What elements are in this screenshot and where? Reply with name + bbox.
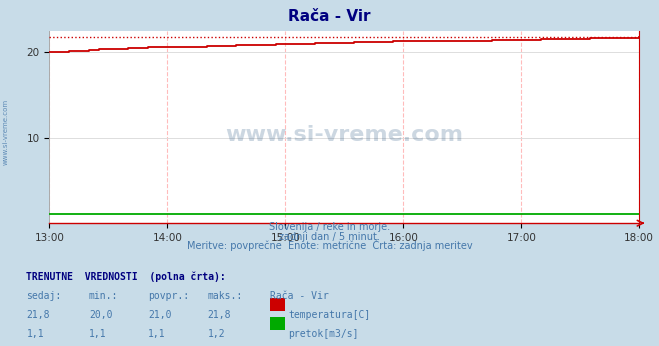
Text: www.si-vreme.com: www.si-vreme.com [2,98,9,165]
Text: 1,1: 1,1 [89,329,107,339]
Text: temperatura[C]: temperatura[C] [288,310,370,320]
Text: sedaj:: sedaj: [26,291,61,301]
Text: 21,0: 21,0 [148,310,172,320]
Text: Rača - Vir: Rača - Vir [288,9,371,24]
Text: zadnji dan / 5 minut.: zadnji dan / 5 minut. [279,232,380,242]
Text: povpr.:: povpr.: [148,291,189,301]
Text: 1,1: 1,1 [26,329,44,339]
Text: 20,0: 20,0 [89,310,113,320]
Text: min.:: min.: [89,291,119,301]
Text: pretok[m3/s]: pretok[m3/s] [288,329,358,339]
Text: 21,8: 21,8 [208,310,231,320]
Text: TRENUTNE  VREDNOSTI  (polna črta):: TRENUTNE VREDNOSTI (polna črta): [26,272,226,282]
Text: 21,8: 21,8 [26,310,50,320]
Text: Rača - Vir: Rača - Vir [270,291,329,301]
Text: 1,2: 1,2 [208,329,225,339]
Text: maks.:: maks.: [208,291,243,301]
Text: Slovenija / reke in morje.: Slovenija / reke in morje. [269,222,390,232]
Text: Meritve: povprečne  Enote: metrične  Črta: zadnja meritev: Meritve: povprečne Enote: metrične Črta:… [186,239,473,252]
Text: 1,1: 1,1 [148,329,166,339]
Text: www.si-vreme.com: www.si-vreme.com [225,125,463,145]
